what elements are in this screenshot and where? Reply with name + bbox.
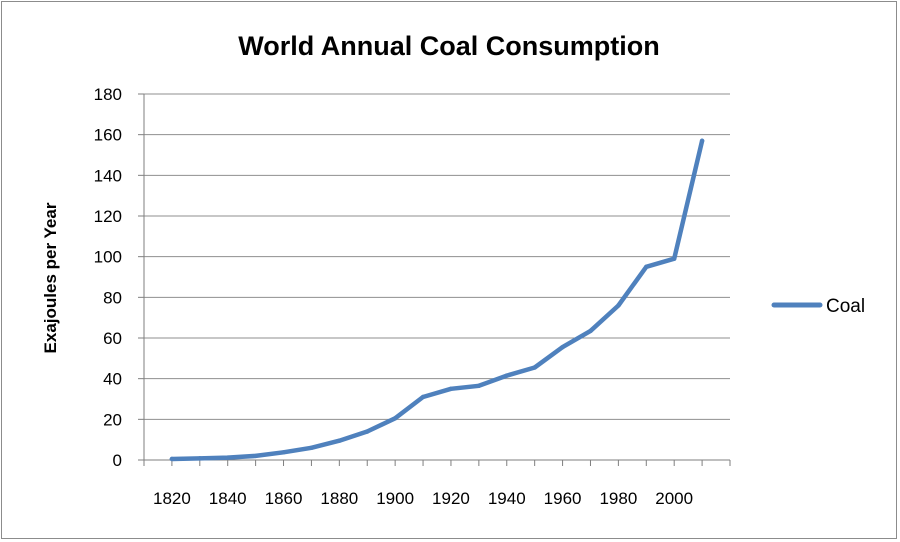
data-point <box>309 445 314 450</box>
data-point <box>671 256 677 261</box>
x-tick-label: 1980 <box>599 489 637 508</box>
y-tick-label: 60 <box>103 329 122 348</box>
y-tick-label: 20 <box>103 410 122 429</box>
data-point <box>392 416 398 421</box>
legend: Coal <box>771 296 865 317</box>
y-tick-label: 80 <box>103 288 122 307</box>
axes <box>138 93 731 466</box>
x-tick-label: 1900 <box>376 489 414 508</box>
data-point <box>197 456 203 461</box>
data-point <box>616 303 621 308</box>
gridlines <box>144 93 730 420</box>
data-point <box>448 386 454 392</box>
x-tick-label: 1940 <box>488 489 526 508</box>
data-point <box>699 138 705 143</box>
x-tick-label: 1880 <box>320 489 358 508</box>
x-tick-label: 1920 <box>432 489 470 508</box>
x-tick-label: 1960 <box>544 489 582 508</box>
data-point <box>420 394 426 400</box>
x-tick-labels: 1820 1840 1860 1880 1900 1920 1940 1960 1980 2000 <box>153 489 693 508</box>
data-point <box>476 383 482 388</box>
y-tick-label: 160 <box>94 126 122 145</box>
y-tick-label: 0 <box>113 451 122 470</box>
data-point <box>504 373 509 378</box>
data-point <box>253 453 258 459</box>
series-line-coal <box>169 138 705 462</box>
data-point <box>560 344 565 350</box>
y-tick-label: 180 <box>94 85 122 104</box>
data-point <box>588 328 593 334</box>
series-layer <box>169 138 705 462</box>
data-point <box>532 365 537 370</box>
x-tick-label: 1840 <box>209 489 247 508</box>
chart-title: World Annual Coal Consumption <box>238 31 659 61</box>
legend-label-coal: Coal <box>826 296 865 317</box>
x-tick-label: 1860 <box>265 489 303 508</box>
data-point <box>225 455 230 460</box>
y-tick-label: 140 <box>94 166 122 185</box>
y-tick-label: 40 <box>103 370 122 389</box>
y-tick-label: 100 <box>94 248 122 267</box>
data-point <box>365 429 370 434</box>
x-tick-label: 1820 <box>153 489 191 508</box>
data-point <box>169 456 175 462</box>
y-axis-label: Exajoules per Year <box>41 202 60 353</box>
data-point <box>281 450 286 455</box>
data-point <box>644 264 649 270</box>
y-tick-labels: 0 20 40 60 80 100 120 140 160 180 <box>94 85 122 470</box>
x-tick-label: 2000 <box>655 489 693 508</box>
data-point <box>337 438 342 443</box>
y-tick-label: 120 <box>94 207 122 226</box>
